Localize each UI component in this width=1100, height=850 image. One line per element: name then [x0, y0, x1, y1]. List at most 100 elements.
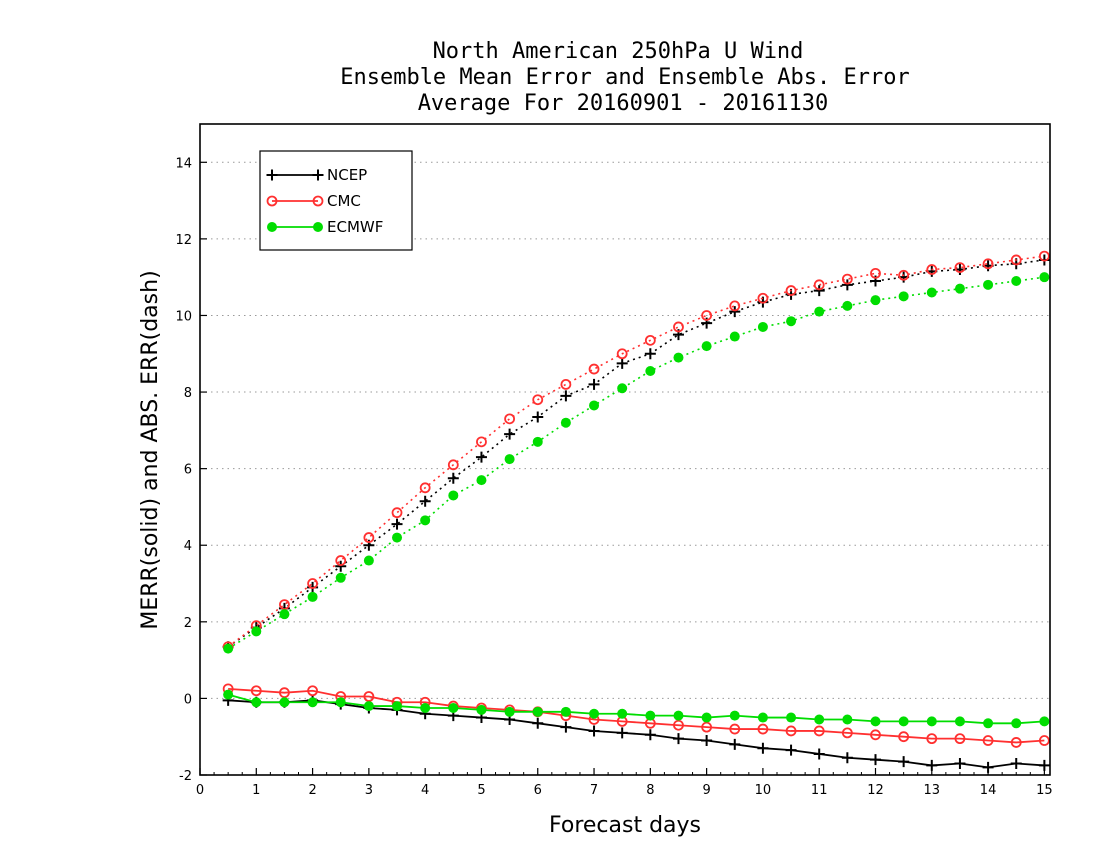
merr-point	[560, 706, 571, 717]
merr-point	[363, 701, 374, 712]
merr-point	[279, 697, 290, 708]
legend-marker	[312, 195, 324, 207]
abs-err-point	[223, 643, 234, 654]
series-cmc	[222, 250, 1050, 748]
abs-err-point	[954, 283, 965, 294]
merr-point	[448, 702, 459, 713]
abs-err-point	[560, 417, 571, 428]
abs-err-point	[1010, 254, 1022, 266]
merr-point	[251, 697, 262, 708]
merr-point	[223, 689, 234, 700]
abs-err-point	[363, 532, 375, 543]
merr-point	[560, 721, 572, 733]
merr-point	[898, 756, 910, 768]
abs-err-point	[419, 495, 431, 507]
x-axis-label: Forecast days	[549, 813, 701, 838]
abs-err-point	[307, 591, 318, 602]
abs-err-point	[644, 334, 656, 346]
merr-point	[307, 685, 318, 697]
x-axis: 0 1 2 3 4 5 6 7 8 9 10 11 12 13 14 15	[196, 768, 1053, 798]
merr-point	[701, 721, 713, 733]
abs-err-point	[588, 363, 600, 375]
y-tick-label: 14	[175, 156, 192, 171]
merr-point	[335, 697, 346, 708]
abs-err-point	[926, 264, 938, 275]
x-tick-label: 8	[646, 783, 654, 798]
abs-err-point	[475, 451, 487, 463]
merr-point	[785, 744, 797, 756]
merr-point	[616, 727, 628, 739]
abs-err-point	[926, 287, 937, 298]
abs-err-point	[701, 310, 713, 321]
merr-point	[898, 716, 909, 727]
merr-point	[813, 748, 825, 760]
merr-point	[279, 687, 290, 699]
legend-entry-cmc: CMC	[266, 192, 361, 210]
abs-err-point	[954, 262, 966, 274]
merr-point	[644, 729, 656, 741]
legend-entry-ecmwf: ECMWF	[267, 218, 383, 236]
merr-point	[1010, 737, 1022, 748]
merr-point	[504, 706, 515, 717]
merr-point	[869, 754, 881, 766]
chart-title-line-3: Average For 20160901 - 20161130	[418, 91, 829, 116]
abs-err-point	[448, 490, 459, 501]
merr-point	[785, 725, 797, 737]
x-tick-label: 0	[196, 783, 204, 798]
plot-frame	[199, 123, 1051, 776]
abs-err-point	[532, 411, 544, 423]
abs-err-point	[729, 306, 741, 318]
y-tick-label: 2	[184, 616, 192, 631]
merr-point	[645, 710, 656, 721]
merr-point	[532, 717, 544, 729]
legend-label: CMC	[327, 192, 361, 210]
merr-point	[926, 733, 938, 745]
merr-point	[757, 742, 769, 754]
abs-err-point	[813, 279, 825, 291]
merr-point	[1011, 718, 1022, 729]
abs-err-point	[335, 555, 347, 566]
merr-point	[954, 733, 966, 745]
abs-err-point	[841, 273, 853, 285]
abs-err-point	[870, 267, 881, 279]
abs-err-point	[982, 258, 994, 270]
abs-err-line	[227, 276, 1045, 650]
abs-err-point	[983, 279, 994, 290]
merr-point	[672, 733, 684, 745]
y-tick-label: 10	[175, 309, 192, 324]
abs-err-point	[898, 269, 910, 281]
legend: NCEP CMC ECMWF	[259, 150, 413, 251]
x-tick-label: 11	[811, 783, 828, 798]
series-ncep	[222, 254, 1050, 773]
x-tick-label: 14	[980, 783, 997, 798]
abs-err-point	[729, 331, 740, 342]
y-tick-label: -2	[179, 769, 192, 784]
merr-point	[420, 702, 431, 713]
merr-point	[392, 701, 403, 712]
abs-err-point	[279, 609, 290, 620]
chart-title: North American 250hPa U Wind Ensemble Me…	[340, 39, 910, 116]
merr-point	[363, 691, 375, 702]
merr-point	[954, 716, 965, 727]
x-tick-label: 7	[590, 783, 598, 798]
abs-err-point	[701, 341, 712, 352]
merr-line	[228, 699, 1045, 769]
abs-err-line	[227, 259, 1045, 648]
merr-point	[870, 716, 881, 727]
abs-err-point	[1011, 276, 1022, 287]
series-ecmwf	[223, 272, 1050, 729]
legend-marker	[266, 169, 278, 181]
merr-point	[841, 727, 853, 739]
merr-point	[617, 708, 628, 719]
merr-point	[476, 704, 487, 715]
y-tick-label: 12	[175, 233, 192, 248]
y-tick-label: 6	[184, 463, 192, 478]
abs-err-point	[898, 291, 909, 302]
x-tick-label: 2	[308, 783, 316, 798]
merr-point	[870, 729, 881, 741]
abs-err-point	[419, 482, 431, 494]
merr-point	[729, 710, 740, 721]
abs-err-point	[645, 365, 656, 376]
merr-point	[729, 738, 741, 750]
merr-point	[786, 712, 797, 723]
